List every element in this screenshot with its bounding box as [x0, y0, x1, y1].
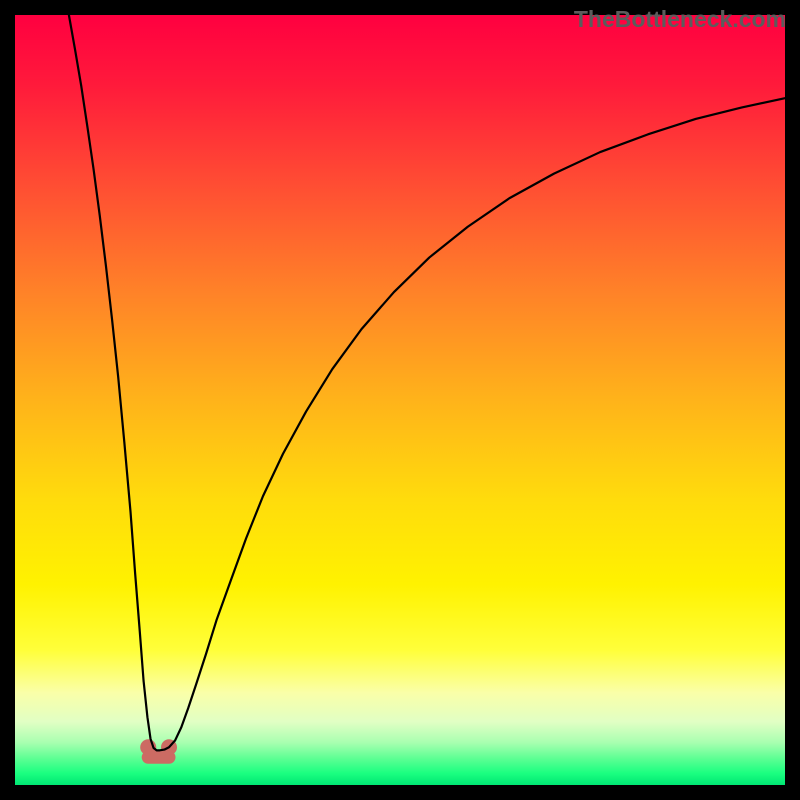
chart-svg	[0, 0, 800, 800]
valley-marker	[140, 739, 177, 757]
bottleneck-curve	[69, 15, 785, 750]
chart-container: TheBottleneck.com	[0, 0, 800, 800]
watermark-text: TheBottleneck.com	[574, 6, 786, 33]
